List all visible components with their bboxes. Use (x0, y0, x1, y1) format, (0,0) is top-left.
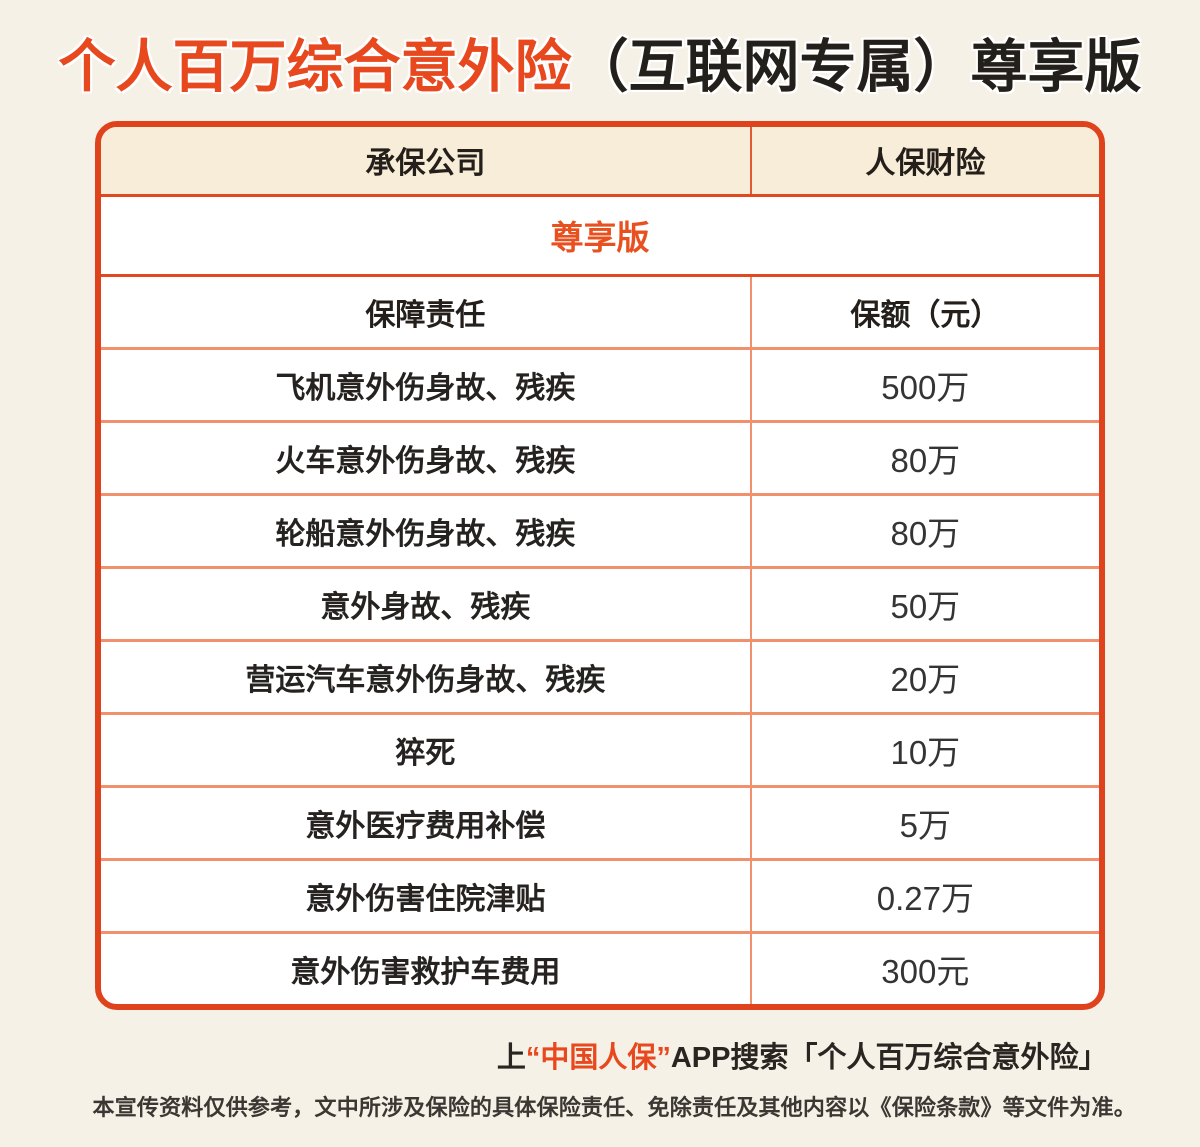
legal-disclaimer: 本宣传资料仅供参考，文中所涉及保险的具体保险责任、免除责任及其他内容以《保险条款… (92, 1094, 1136, 1120)
coverage-value: 0.27万 (749, 860, 1099, 931)
coverage-value: 80万 (749, 422, 1099, 493)
coverage-label: 猝死 (395, 736, 456, 770)
footer: 上“中国人保”APP搜索「个人百万综合意外险」 本宣传资料仅供参考，文中所涉及保… (92, 1034, 1136, 1122)
edition-banner-row: 尊享版 (101, 197, 1099, 277)
table-row: 意外伤害救护车费用 300元 (101, 930, 1099, 1004)
table-row: 意外身故、残疾 50万 (101, 565, 1099, 639)
subheader-cell-coverage: 保障责任 (365, 298, 486, 332)
search-hint-suffix: APP搜索「个人百万综合意外险」 (670, 1041, 1108, 1074)
table-row: 营运汽车意外伤身故、残疾 20万 (101, 638, 1099, 712)
edition-label: 尊享版 (550, 219, 650, 257)
coverage-value: 300元 (749, 933, 1099, 1004)
coverage-label: 飞机意外伤身故、残疾 (275, 371, 576, 405)
coverage-value: 10万 (749, 714, 1099, 785)
coverage-label: 营运汽车意外伤身故、残疾 (245, 663, 606, 697)
coverage-value: 20万 (749, 641, 1099, 712)
search-hint-prefix: 上 (496, 1041, 526, 1074)
brand-name: “中国人保” (525, 1041, 671, 1074)
coverage-value: 5万 (749, 787, 1099, 858)
subheader-cell-sum-insured: 保额（元） (749, 276, 1099, 347)
coverage-label: 轮船意外伤身故、残疾 (275, 517, 576, 551)
table-row: 飞机意外伤身故、残疾 500万 (101, 346, 1099, 420)
insurance-benefits-table: 承保公司 人保财险 尊享版 保障责任 保额（元） 飞机意外伤身故、残疾 500万… (95, 120, 1105, 1010)
table-row: 轮船意外伤身故、残疾 80万 (101, 492, 1099, 566)
table-row: 意外医疗费用补偿 5万 (101, 784, 1099, 858)
table-subheader-row: 保障责任 保额（元） (101, 276, 1099, 347)
coverage-value: 500万 (749, 349, 1099, 420)
coverage-label: 火车意外伤身故、残疾 (275, 444, 576, 478)
coverage-value: 50万 (749, 568, 1099, 639)
header-cell-insurer-name: 人保财险 (749, 126, 1099, 194)
coverage-label: 意外伤害救护车费用 (290, 955, 561, 989)
page-title: 个人百万综合意外险（互联网专属）尊享版 (0, 0, 1200, 99)
coverage-value: 80万 (749, 495, 1099, 566)
table-row: 火车意外伤身故、残疾 80万 (101, 419, 1099, 493)
coverage-label: 意外身故、残疾 (320, 590, 531, 624)
coverage-label: 意外伤害住院津贴 (305, 882, 546, 916)
title-product-name: 个人百万综合意外险 (58, 35, 572, 99)
header-cell-underwriter: 承保公司 (365, 147, 486, 181)
title-edition-suffix: （互联网专属）尊享版 (571, 35, 1142, 99)
table-row: 意外伤害住院津贴 0.27万 (101, 857, 1099, 931)
app-search-hint: 上“中国人保”APP搜索「个人百万综合意外险」 (93, 1034, 1108, 1076)
table-header-row: 承保公司 人保财险 (101, 126, 1099, 197)
coverage-label: 意外医疗费用补偿 (305, 809, 546, 843)
table-row: 猝死 10万 (101, 711, 1099, 785)
